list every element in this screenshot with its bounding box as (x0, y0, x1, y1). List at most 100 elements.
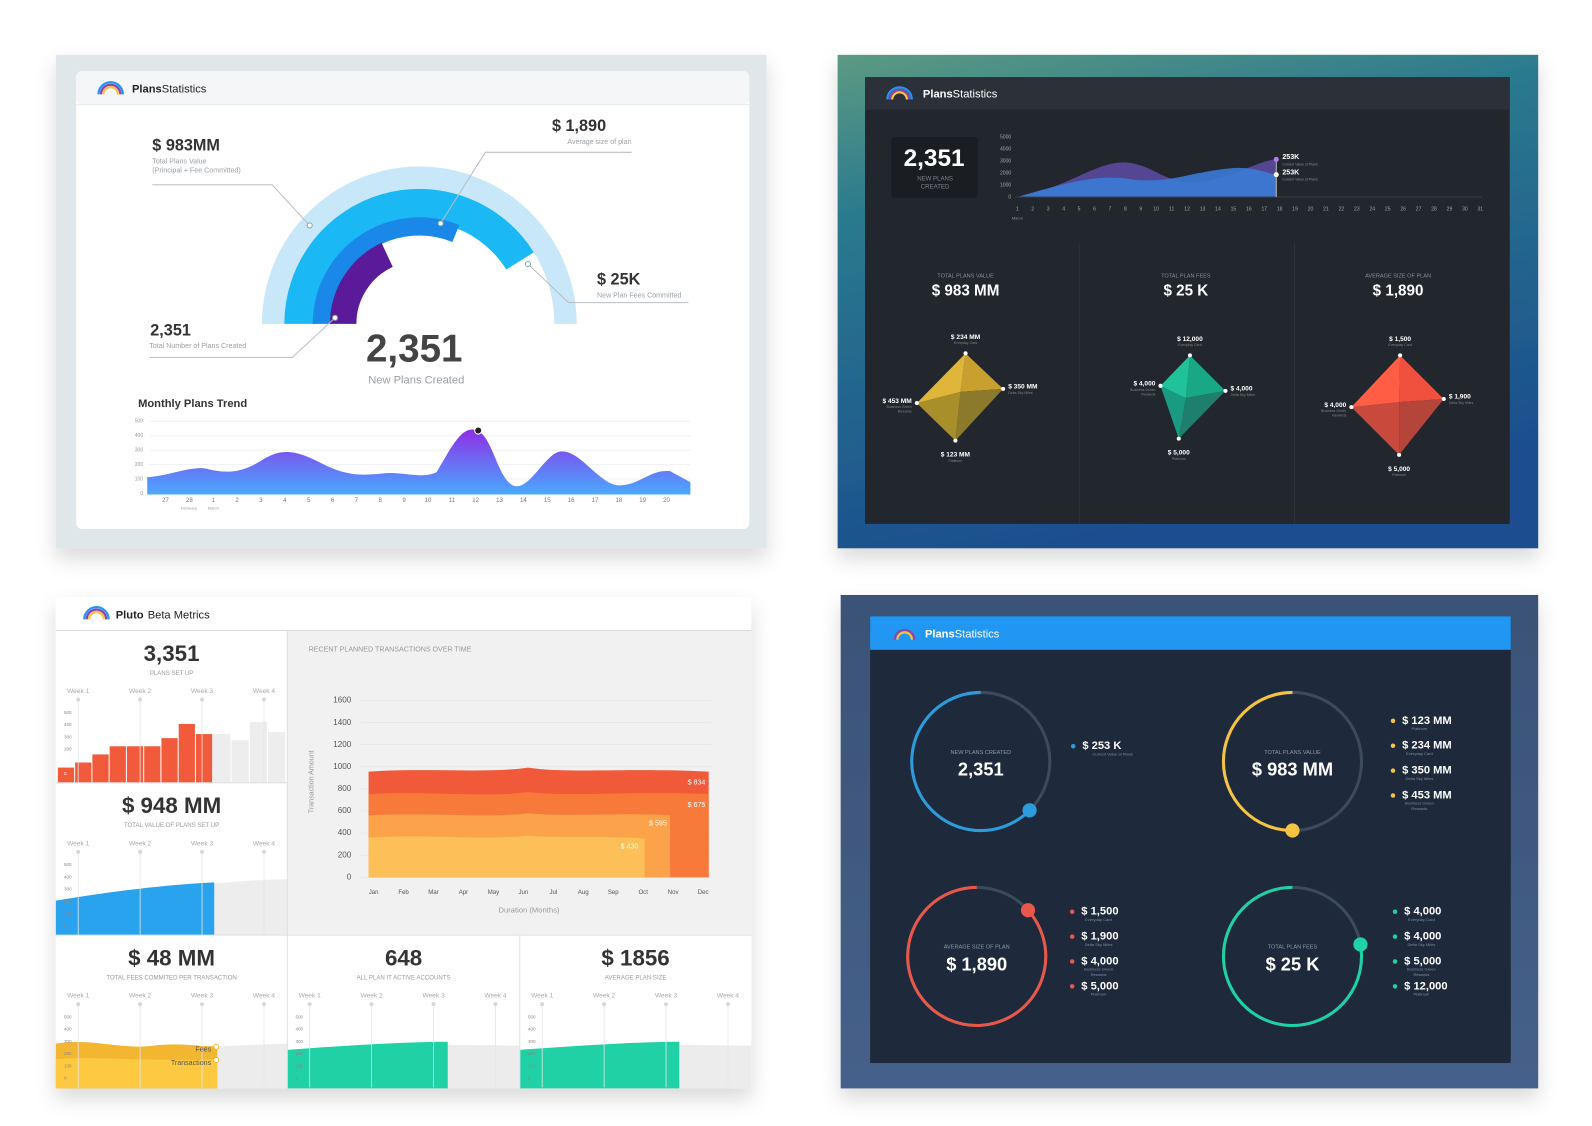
x-tick-label: 9 (402, 497, 406, 504)
tile-value: $ 1856 (601, 945, 669, 970)
y-tick-label: 800 (338, 784, 352, 793)
y-tick-label: 200 (64, 747, 72, 752)
ring-knob (1285, 823, 1300, 838)
callout-label: Total Number of Plans Created (149, 342, 246, 350)
x-tick-label: 5 (1078, 207, 1081, 213)
ring-knob (1020, 903, 1036, 918)
axis-label: Duration (Months) (499, 906, 560, 915)
x-tick-label: 29 (1447, 207, 1453, 213)
callout-value: $ 1,890 (552, 117, 606, 135)
x-tick-label: 19 (1292, 207, 1298, 213)
callout-label: (Principal + Fee Committed) (152, 166, 241, 174)
point-value: $ 5,000 (1388, 466, 1410, 473)
callout-label: Average size of plan (567, 138, 631, 146)
tile-label: AVERAGE PLAN SIZE (605, 974, 667, 981)
point-label: Everyday Card (1178, 343, 1201, 347)
x-tick-label: May (488, 889, 500, 896)
callout-value: $ 983MM (152, 137, 220, 155)
week-dot (493, 1002, 498, 1007)
value-label: $ 430 (621, 843, 639, 851)
week-dot (431, 1002, 436, 1007)
point-label: Everyday Card (1388, 343, 1411, 347)
logo-arc (88, 610, 105, 620)
bar (178, 723, 195, 783)
ring-arc (1221, 690, 1293, 833)
y-tick-label: 1200 (333, 740, 352, 749)
radar-vertex (1398, 353, 1403, 358)
week-label: Week 1 (299, 993, 322, 1000)
radar-face (916, 353, 966, 404)
x-tick-label: 17 (592, 497, 599, 504)
x-tick-label: 24 (1369, 207, 1375, 213)
x-tick-label: 5 (307, 497, 311, 504)
x-tick-label: Apr (459, 889, 468, 896)
radar-face (1399, 399, 1444, 455)
callout-label: Total Plans Value (152, 157, 206, 165)
x-tick-label: 13 (1200, 207, 1206, 213)
x-tick-label: 23 (1354, 207, 1360, 213)
week-dot (261, 1002, 267, 1007)
x-tick-label: 4 (283, 497, 287, 504)
gauge-band (312, 217, 460, 325)
x-tick-label: 3 (259, 497, 263, 504)
tile-value: 648 (385, 945, 422, 970)
y-tick-label: 1000 (1000, 182, 1011, 188)
chart-title: RECENT PLANNED TRANSACTIONS OVER TIME (309, 646, 472, 654)
tile-label: TOTAL FEES COMMITED PER TRANSACTION (106, 974, 236, 981)
kpi-value: 2,351 (904, 145, 965, 172)
legend-dot (1390, 718, 1396, 724)
y-tick-label: 400 (64, 722, 72, 727)
y-tick-label: 300 (295, 1039, 303, 1044)
y-tick-label: 0 (1008, 194, 1011, 200)
logo-arc (893, 628, 916, 640)
radar-vertex (1176, 436, 1181, 441)
x-tick-label: Sep (608, 889, 619, 896)
y-tick-label: 1000 (333, 762, 352, 771)
brand-bold: Pluto (116, 609, 144, 621)
ring-knob (1022, 803, 1037, 818)
tile-label: ALL PLAN IT ACTIVE ACCOUNTS (357, 974, 451, 981)
week-dot (369, 1002, 374, 1007)
y-tick-label: 0 (64, 923, 67, 928)
x-tick-label: Oct (638, 889, 648, 896)
legend-dot (1069, 934, 1075, 939)
bar (161, 738, 178, 783)
legend-value: $ 4,000 (1081, 955, 1118, 967)
y-tick-label: 400 (528, 1027, 536, 1032)
brand-bold: Plans (923, 88, 953, 100)
week-label: Week 4 (253, 688, 276, 695)
point-label: Delta Sky Miles (1449, 401, 1474, 405)
week-label: Week 1 (67, 993, 90, 1000)
y-tick-label: 0 (140, 491, 143, 497)
legend-label: Platinum (1414, 992, 1430, 997)
x-tick-label: 28 (186, 497, 193, 504)
legend-dot (1069, 984, 1075, 989)
legend-label: Business Green (1084, 967, 1113, 972)
legend-value: $ 350 MM (1402, 765, 1452, 777)
point-label: Everyday Card (954, 341, 977, 345)
y-tick-label: 1600 (333, 696, 352, 705)
gauge-band (329, 242, 394, 325)
x-tick-label: Aug (578, 889, 589, 896)
y-tick-label: 100 (64, 759, 72, 764)
x-tick-label: Nov (668, 889, 680, 896)
x-tick-label: 7 (355, 497, 359, 504)
legend-value: $ 4,000 (1404, 906, 1441, 918)
point-label: Delta Sky Miles (1008, 391, 1033, 395)
x-tick-label: 12 (472, 497, 479, 504)
value-label: $ 834 (688, 779, 706, 787)
x-tick-label: Jul (549, 889, 557, 896)
y-tick-label: 4000 (1000, 146, 1011, 152)
x-tick-label: 20 (663, 497, 670, 504)
ring-title: TOTAL PLAN FEES (1268, 945, 1318, 951)
y-tick-label: 200 (528, 1051, 536, 1056)
x-tick-label: 21 (1323, 207, 1329, 213)
kpi-box (891, 137, 978, 198)
x-tick-label: 16 (568, 497, 575, 504)
y-tick-label: 5000 (1000, 134, 1011, 140)
legend-dot (1069, 959, 1075, 964)
radar-face (1399, 355, 1444, 403)
value-label: $ 595 (649, 819, 667, 827)
ring-value: $ 25 K (1266, 953, 1321, 974)
bar (109, 746, 126, 783)
